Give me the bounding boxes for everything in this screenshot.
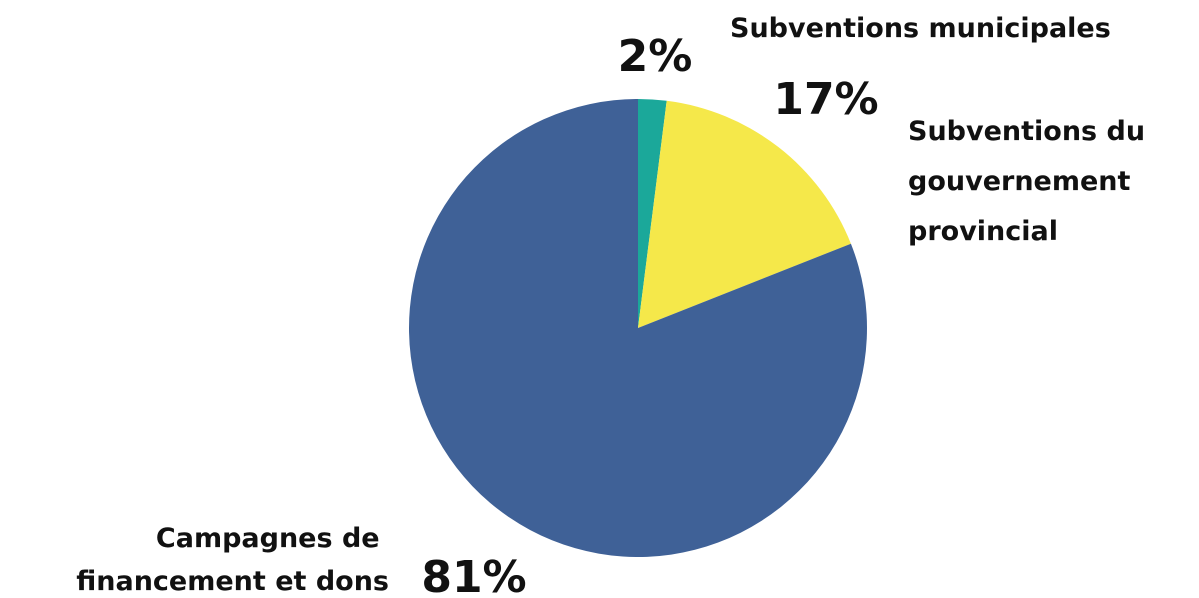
pie-slices — [409, 99, 868, 557]
slice-value-campagnes: 81% — [421, 552, 526, 598]
slice-label-subventions-municipales: Subventions municipales — [730, 13, 1111, 44]
slice-value-subventions-provincial: 17% — [773, 74, 878, 125]
slice-label-campagnes: Campagnes de financement et dons — [76, 523, 389, 597]
slice-value-subventions-municipales: 2% — [618, 31, 693, 82]
pie-labels: Subventions municipales 2% Subventions d… — [76, 13, 1155, 598]
pie-slice-subventions-du-gouvernement-provincial — [638, 100, 851, 328]
pie-slice-subventions-municipales — [638, 99, 667, 328]
pie-slice-campagnes-de-financement-et-dons — [409, 99, 868, 557]
slice-label-subventions-provincial: Subventions du gouvernement provincial — [908, 116, 1155, 247]
